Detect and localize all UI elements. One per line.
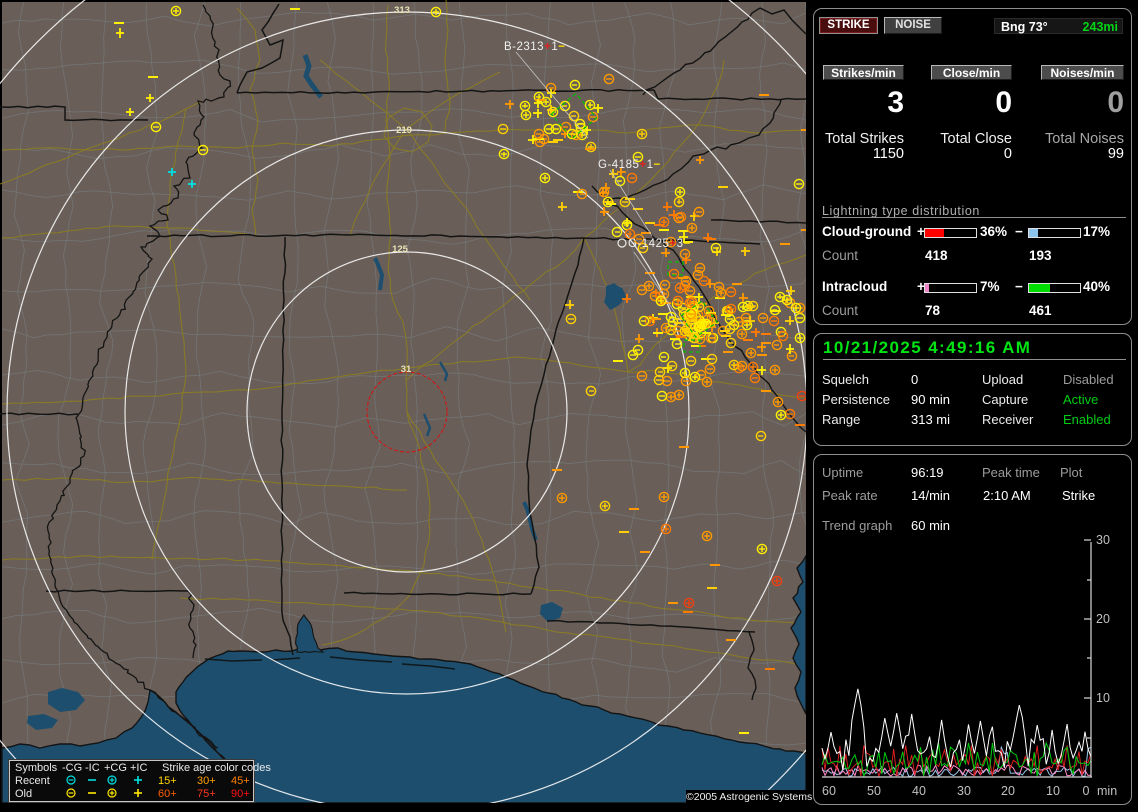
- svg-text:40: 40: [912, 784, 926, 798]
- svg-text:0: 0: [1083, 784, 1090, 798]
- svg-text:30: 30: [957, 784, 971, 798]
- svg-text:313: 313: [394, 5, 410, 16]
- svg-text:G-1425+3−: G-1425+3−: [628, 238, 691, 250]
- svg-text:219: 219: [396, 125, 412, 136]
- svg-text:B-2313+1−: B-2313+1−: [504, 41, 565, 53]
- svg-text:20: 20: [1001, 784, 1015, 798]
- svg-text:31: 31: [401, 364, 412, 375]
- svg-text:60: 60: [822, 784, 836, 798]
- svg-text:30: 30: [1096, 533, 1110, 547]
- svg-text:10: 10: [1046, 784, 1060, 798]
- svg-text:20: 20: [1096, 612, 1110, 626]
- svg-text:10: 10: [1096, 691, 1110, 705]
- svg-text:50: 50: [867, 784, 881, 798]
- svg-text:min: min: [1097, 784, 1117, 798]
- svg-text:125: 125: [392, 244, 409, 255]
- svg-text:G-4185+1−: G-4185+1−: [598, 159, 661, 171]
